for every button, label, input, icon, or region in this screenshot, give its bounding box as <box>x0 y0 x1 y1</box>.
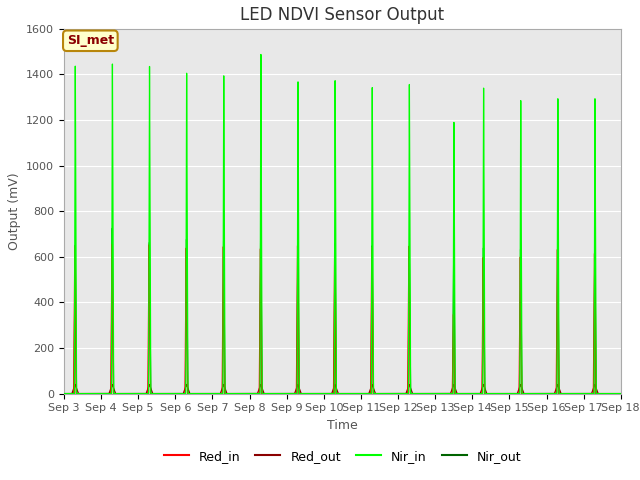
X-axis label: Time: Time <box>327 419 358 432</box>
Legend: Red_in, Red_out, Nir_in, Nir_out: Red_in, Red_out, Nir_in, Nir_out <box>159 444 526 468</box>
Title: LED NDVI Sensor Output: LED NDVI Sensor Output <box>241 6 444 24</box>
Y-axis label: Output (mV): Output (mV) <box>8 172 20 250</box>
Text: SI_met: SI_met <box>67 34 114 47</box>
